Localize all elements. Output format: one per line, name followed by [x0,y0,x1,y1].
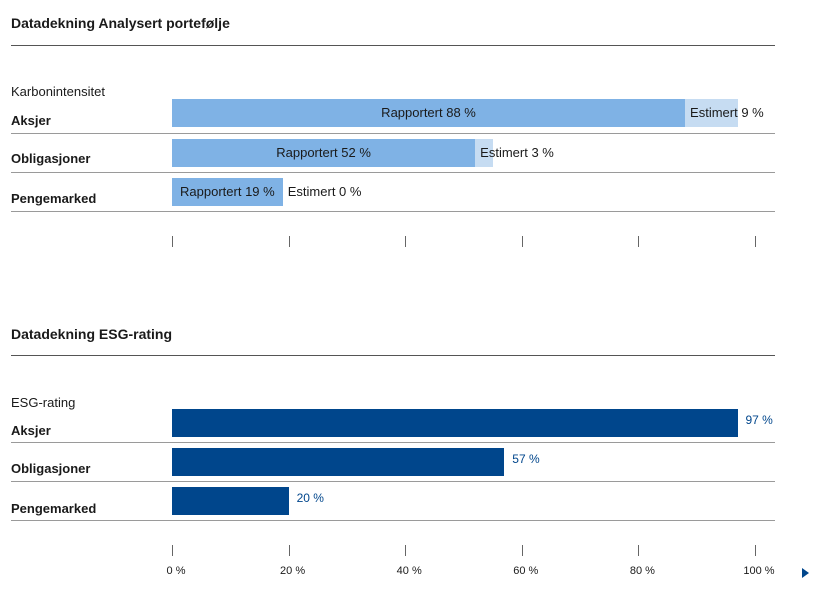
row-separator [11,133,775,134]
esg-title-rule [11,355,775,356]
row-separator [11,520,775,521]
reported-label: Rapportert 88 % [381,105,476,120]
category-label: Obligasjoner [11,151,91,166]
esg-bar [172,409,738,437]
category-label: Pengemarked [11,501,97,516]
reported-label: Rapportert 52 % [276,145,371,160]
axis-tick-label: 100 % [743,565,775,577]
axis-tick [172,545,173,556]
category-label: Aksjer [11,113,51,128]
axis-tick-label: 0 % [166,565,186,577]
estimated-label: Estimert 9 % [690,105,764,120]
axis-tick-label: 80 % [629,565,655,577]
reported-label: Rapportert 19 % [180,184,275,199]
axis-tick [521,545,523,556]
axis-tick [755,236,756,247]
estimated-bar [685,99,738,127]
esg-bar [172,487,289,515]
estimated-bar [475,139,493,167]
row-separator [11,172,775,173]
axis-tick [172,236,173,247]
axis-tick [638,236,640,247]
estimated-label: Estimert 3 % [480,145,554,160]
row-separator [11,211,775,212]
carbon-subtitle: Karbonintensitet [11,84,105,99]
axis-tick-label: 40 % [396,565,422,577]
row-separator [11,481,775,482]
reported-bar [172,139,476,167]
axis-tick [288,236,290,247]
carbon-chart-title: Datadekning Analysert portefølje [11,15,230,31]
axis-tick [638,545,640,556]
estimated-label: Estimert 0 % [287,184,362,199]
axis-tick-label: 20 % [280,565,306,577]
value-label: 57 % [512,452,540,466]
next-arrow-icon[interactable] [802,568,809,578]
axis-tick [521,236,523,247]
category-label: Pengemarked [11,191,97,206]
axis-tick-label: 60 % [513,565,539,577]
esg-chart-title: Datadekning ESG-rating [11,326,173,342]
axis-tick [405,236,407,247]
axis-tick [405,545,407,556]
carbon-title-rule [11,45,775,46]
category-label: Obligasjoner [11,461,91,476]
reported-bar [172,99,686,127]
row-separator [11,442,775,443]
esg-subtitle: ESG-rating [11,395,76,410]
value-label: 97 % [745,413,773,427]
axis-tick [288,545,290,556]
esg-bar [172,448,505,476]
category-label: Aksjer [11,423,51,438]
reported-bar [172,178,283,206]
value-label: 20 % [296,491,324,505]
axis-tick [755,545,756,556]
